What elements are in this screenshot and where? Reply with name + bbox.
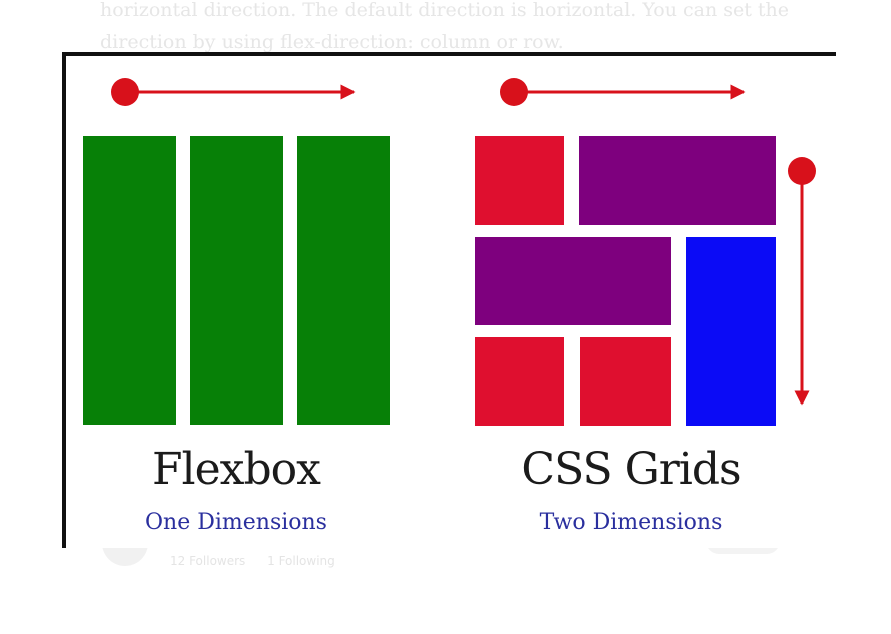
flexbox-subtitle: One Dimensions [145,510,327,535]
grid-cell-purple-wide-2 [475,237,671,325]
grid-cell-purple-wide-1 [579,136,776,225]
author-stats: 12 Followers 1 Following [170,554,353,568]
grid-subtitle: Two Dimensions [539,510,723,535]
followers-count[interactable]: 12 Followers [170,554,246,568]
grid-cell-red-1 [475,136,564,225]
grid-cell-red-2 [475,337,564,426]
grid-cell-red-3 [580,337,671,426]
flexbox-direction-arrow [111,78,356,106]
grid-column-arrow [788,157,816,406]
following-count[interactable]: 1 Following [267,554,335,568]
grid-title: CSS Grids [521,444,741,495]
flex-item-1 [83,136,176,425]
grid-row-arrow [500,78,746,106]
article-paragraph: horizontal direction. The default direct… [100,0,790,53]
grid-cell-blue-tall [686,237,776,426]
flexbox-title: Flexbox [152,444,321,495]
flexbox-vs-grid-figure: Flexbox One Dimensions CSS Grids Two Dim… [62,52,836,548]
flex-item-2 [190,136,283,425]
flex-item-3 [297,136,390,425]
figure-canvas [83,78,816,426]
